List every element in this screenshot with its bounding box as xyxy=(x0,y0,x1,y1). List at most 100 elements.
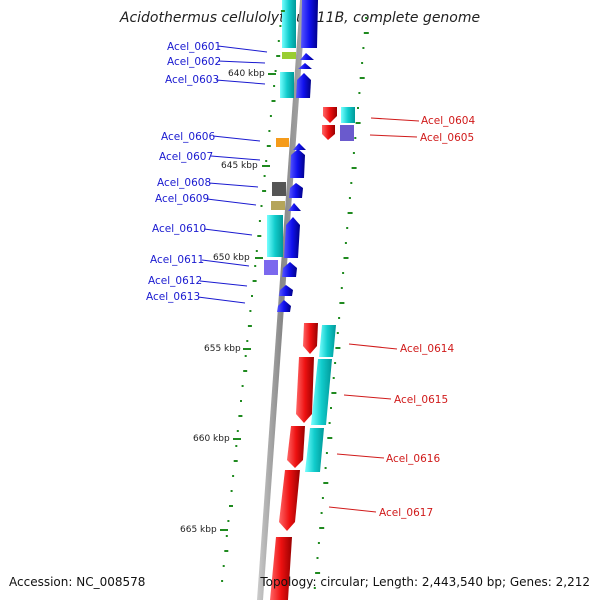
gene-arrow-rev xyxy=(296,357,314,423)
gc-tick xyxy=(313,587,316,589)
leader-line xyxy=(217,60,266,64)
gene-label[interactable]: Acel_0602 xyxy=(167,56,221,68)
gene-label[interactable]: Acel_0612 xyxy=(148,275,202,287)
kbp-label: 650 kbp xyxy=(213,253,250,263)
gc-tick xyxy=(319,527,325,529)
gene-arrow-fwd xyxy=(298,63,312,69)
gc-tick xyxy=(246,340,249,342)
cds-box xyxy=(272,182,286,196)
gc-tick xyxy=(241,385,244,387)
accession-label: Accession: NC_008578 xyxy=(9,575,146,589)
gene-label[interactable]: Acel_0615 xyxy=(394,394,448,406)
gc-tick xyxy=(266,145,271,147)
cds-box xyxy=(276,138,289,147)
gc-tick xyxy=(348,197,351,199)
kbp-tick xyxy=(243,348,251,350)
gene-label[interactable]: Acel_0603 xyxy=(165,74,219,86)
gene-arrow-rev xyxy=(287,426,305,468)
gene-label[interactable]: Acel_0601 xyxy=(167,41,221,53)
gc-tick xyxy=(235,445,238,447)
gc-tick xyxy=(254,265,257,267)
gc-tick xyxy=(260,205,263,207)
gc-tick xyxy=(251,295,253,297)
gc-tick xyxy=(361,62,364,64)
gc-tick xyxy=(230,490,233,492)
gene-arrow-fwd xyxy=(284,217,300,258)
gc-tick xyxy=(236,430,239,432)
gene-label[interactable]: Acel_0610 xyxy=(152,223,206,235)
gene-label[interactable]: Acel_0616 xyxy=(386,453,440,465)
leader-line xyxy=(210,155,261,161)
gene-label[interactable]: Acel_0608 xyxy=(157,177,211,189)
leader-line xyxy=(197,296,246,304)
gc-tick xyxy=(227,520,230,522)
gc-tick xyxy=(355,122,361,124)
gene-label[interactable]: Acel_0607 xyxy=(159,151,213,163)
kbp-tick xyxy=(255,257,263,259)
gc-ticks-right xyxy=(313,17,369,589)
gene-arrow-fwd xyxy=(296,73,311,98)
cds-box xyxy=(282,52,296,59)
gc-tick xyxy=(352,152,355,154)
leader-line xyxy=(208,182,259,188)
gc-tick xyxy=(243,370,248,372)
gc-tick xyxy=(249,310,252,312)
gc-tick xyxy=(344,242,347,244)
gc-tick xyxy=(323,482,329,484)
cds-box xyxy=(341,107,355,123)
gc-tick xyxy=(362,47,365,49)
gc-tick xyxy=(258,220,261,222)
kbp-label: 655 kbp xyxy=(204,344,241,354)
gene-arrow-fwd xyxy=(288,203,301,211)
kbp-scale: 640 kbp 645 kbp 650 kbp 655 kbp 660 kbp … xyxy=(180,69,276,535)
leader-line xyxy=(343,394,392,400)
leader-line xyxy=(336,453,385,459)
gene-label[interactable]: Acel_0604 xyxy=(421,115,475,127)
gene-label[interactable]: Acel_0613 xyxy=(146,291,200,303)
kbp-tick xyxy=(233,438,241,440)
gc-tick xyxy=(273,85,276,87)
kbp-tick xyxy=(268,73,276,75)
kbp-label: 640 kbp xyxy=(228,69,265,79)
gc-tick xyxy=(354,137,357,139)
gc-tick xyxy=(265,160,268,162)
gene-label[interactable]: Acel_0614 xyxy=(400,343,454,355)
gc-tick xyxy=(316,557,319,559)
gc-tick xyxy=(277,40,280,42)
gene-arrow-rev xyxy=(279,470,300,531)
gc-tick xyxy=(269,115,272,117)
kbp-label: 665 kbp xyxy=(180,525,217,535)
gc-tick xyxy=(346,227,349,229)
leader-line xyxy=(215,79,266,85)
gc-tick xyxy=(317,542,320,544)
gc-tick xyxy=(225,535,228,537)
gc-tick xyxy=(257,235,262,237)
gene-label[interactable]: Acel_0609 xyxy=(155,193,209,205)
gene-arrow-fwd xyxy=(277,300,291,312)
leader-line xyxy=(328,506,377,513)
kbp-tick xyxy=(220,529,228,531)
gc-tick xyxy=(335,347,341,349)
gc-ticks-left xyxy=(221,10,285,582)
gc-tick xyxy=(359,77,365,79)
cds-box xyxy=(340,125,354,141)
gene-label[interactable]: Acel_0606 xyxy=(161,131,215,143)
gc-tick xyxy=(343,257,349,259)
gc-tick xyxy=(347,212,353,214)
gc-tick xyxy=(350,182,353,184)
gene-label[interactable]: Acel_0605 xyxy=(420,132,474,144)
gene-label[interactable]: Acel_0617 xyxy=(379,507,433,519)
gc-tick xyxy=(255,250,258,252)
gene-arrow-fwd xyxy=(279,285,293,296)
gc-tick xyxy=(320,512,323,514)
gene-arrow-rev xyxy=(303,323,318,354)
gc-tick xyxy=(279,25,282,27)
gc-tick xyxy=(363,32,369,34)
left-gene-labels: Acel_0601 Acel_0602 Acel_0603 Acel_0606 … xyxy=(146,41,268,304)
gc-tick xyxy=(336,332,339,334)
gc-tick xyxy=(221,580,224,582)
gene-label[interactable]: Acel_0611 xyxy=(150,254,204,266)
gc-tick xyxy=(342,272,345,274)
